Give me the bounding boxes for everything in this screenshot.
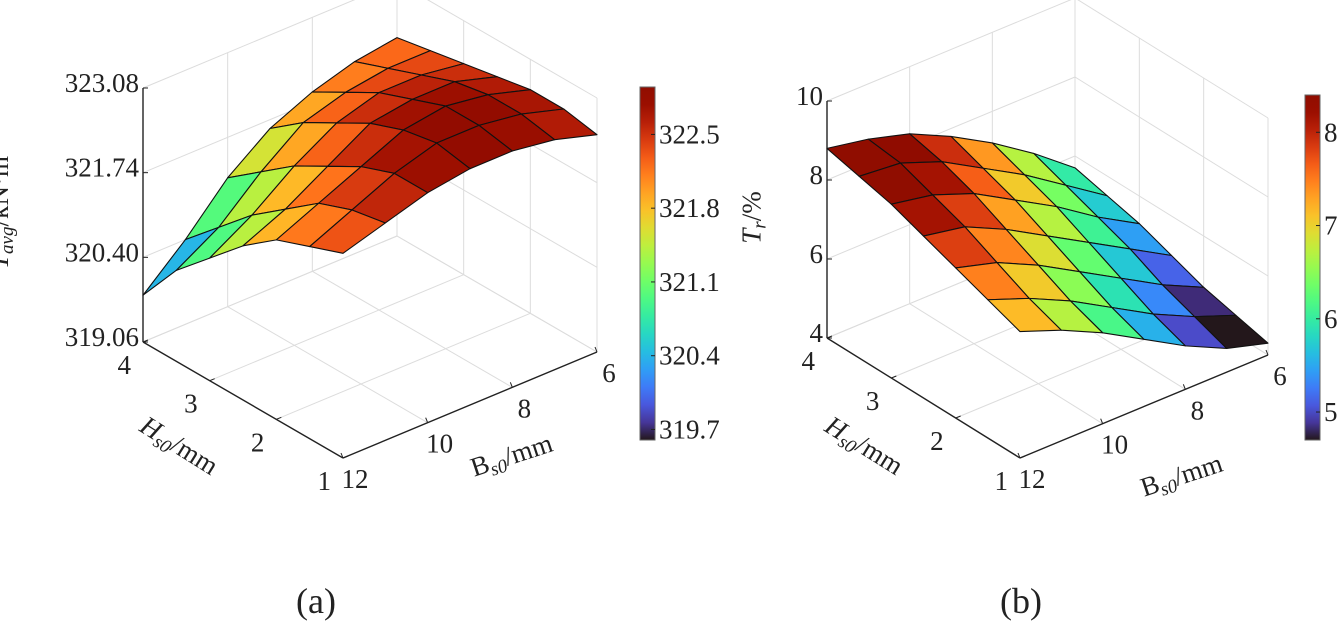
x-tick xyxy=(1182,384,1186,390)
y-tick xyxy=(826,335,833,339)
x-tick xyxy=(340,452,344,459)
x-tick-label: 10 xyxy=(1101,430,1128,460)
x-tick-label: 12 xyxy=(342,464,369,494)
x-tick xyxy=(1017,452,1021,459)
x-tick xyxy=(425,417,429,423)
floor-gridline xyxy=(909,303,1103,425)
floor-gridline xyxy=(312,270,513,388)
y-tick xyxy=(276,416,282,420)
x-tick-label: 6 xyxy=(1273,361,1287,391)
z-tick-label: 8 xyxy=(810,160,824,190)
wall-gridline xyxy=(1074,76,1269,198)
caption-b: (b) xyxy=(1000,581,1042,621)
y-tick-label: 2 xyxy=(251,427,265,457)
colorbar xyxy=(639,86,656,441)
y-tick-label: 1 xyxy=(995,466,1009,496)
x-axis-line xyxy=(342,351,598,459)
x-tick-label: 8 xyxy=(518,393,532,423)
x-axis-line xyxy=(1019,354,1269,459)
colorbar-tick-label: 320.4 xyxy=(659,341,720,371)
z-label-sub: avg xyxy=(0,226,18,254)
y-axis-line xyxy=(142,341,344,459)
x-tick-label: 12 xyxy=(1019,464,1046,494)
y-tick xyxy=(891,375,897,379)
caption-a: (a) xyxy=(296,581,336,621)
colorbar-tick-label: 321.8 xyxy=(659,193,720,223)
x-tick-label: 6 xyxy=(602,358,616,388)
z-label-main: T xyxy=(0,254,14,269)
y-tick xyxy=(142,339,149,343)
surface-patch xyxy=(142,226,220,296)
z-label-unit: /kN·m xyxy=(0,156,14,227)
x-tick xyxy=(509,382,513,388)
floor-gridline xyxy=(227,306,428,424)
wall-gridline xyxy=(826,0,1072,102)
y-tick xyxy=(955,415,961,419)
colorbar-tick-label: 321.1 xyxy=(659,267,720,297)
surface-patch xyxy=(309,209,386,254)
z-tick-label: 6 xyxy=(810,239,824,269)
floor-gridline xyxy=(276,312,531,420)
x-tick xyxy=(1265,349,1269,356)
wall-gridline xyxy=(396,235,598,353)
y-axis-line xyxy=(826,337,1021,459)
y-tick-label: 4 xyxy=(802,346,816,376)
colorbar-tick-label: 322.5 xyxy=(659,119,720,149)
y-tick-label: 4 xyxy=(118,350,132,380)
x-tick-label: 10 xyxy=(426,429,453,459)
colorbar-tick-label: 7 xyxy=(1324,211,1338,241)
z-label-main: T xyxy=(736,228,767,244)
y-tick-label: 2 xyxy=(930,426,944,456)
z-label-unit: /% xyxy=(736,191,767,222)
z-axis-label-b: Tr/% xyxy=(737,191,772,243)
z-tick-label: 323.08 xyxy=(65,68,139,98)
z-label-sub: r xyxy=(749,221,771,229)
colorbar-tick-label: 8 xyxy=(1324,117,1338,147)
wall-gridline xyxy=(1077,0,1269,119)
z-axis-label-a: Tavg/kN·m xyxy=(0,156,19,269)
wall-gridline xyxy=(427,0,598,99)
z-tick-label: 10 xyxy=(796,81,823,111)
z-tick-label: 320.40 xyxy=(65,237,139,267)
y-tick-label: 3 xyxy=(866,386,880,416)
surface-patch xyxy=(987,297,1062,333)
z-tick-label: 4 xyxy=(810,318,824,348)
y-tick xyxy=(342,455,349,459)
z-tick-label: 319.06 xyxy=(65,322,139,352)
colorbar-tick-label: 5 xyxy=(1324,397,1338,427)
wall-gridline xyxy=(142,0,356,89)
colorbar xyxy=(1304,94,1321,441)
y-tick-label: 1 xyxy=(318,466,332,496)
x-tick xyxy=(1100,418,1104,424)
wall-gridline xyxy=(142,235,398,343)
x-tick-label: 8 xyxy=(1191,395,1205,425)
z-tick-label: 321.74 xyxy=(65,153,140,183)
y-tick xyxy=(1019,455,1026,459)
y-tick xyxy=(209,378,215,382)
colorbar-tick-label: 6 xyxy=(1324,304,1338,334)
colorbar-tick-label: 319.7 xyxy=(659,414,720,444)
y-tick-label: 3 xyxy=(184,389,198,419)
x-tick xyxy=(594,346,598,353)
wall-gridline xyxy=(1074,155,1269,277)
floor-gridline xyxy=(209,274,464,382)
